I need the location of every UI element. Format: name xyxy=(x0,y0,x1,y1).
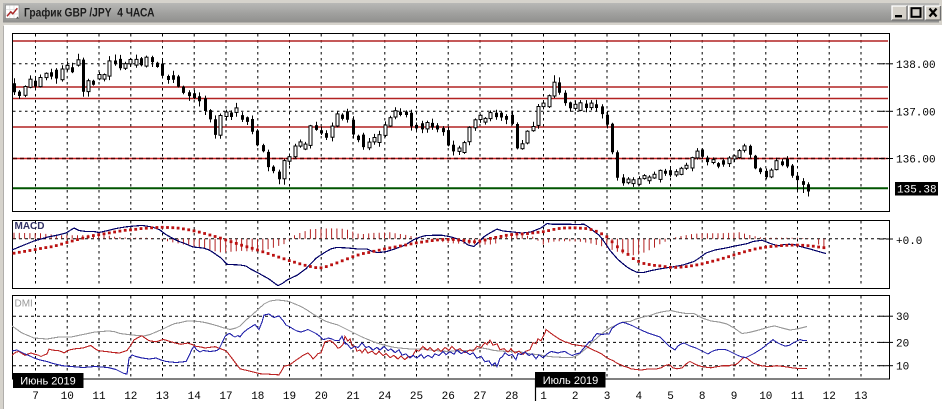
svg-text:26: 26 xyxy=(442,391,455,403)
svg-text:DMI: DMI xyxy=(15,299,33,310)
svg-text:135.38: 135.38 xyxy=(897,185,937,197)
svg-text:17: 17 xyxy=(219,391,232,403)
svg-text:10: 10 xyxy=(896,362,909,374)
svg-text:8: 8 xyxy=(699,391,706,403)
svg-text:Июль 2019: Июль 2019 xyxy=(543,375,599,387)
svg-text:MACD: MACD xyxy=(15,221,45,232)
svg-text:138.00: 138.00 xyxy=(896,60,936,72)
svg-text:18: 18 xyxy=(251,391,264,403)
svg-text:10: 10 xyxy=(61,391,74,403)
svg-text:30: 30 xyxy=(896,312,909,324)
svg-text:3: 3 xyxy=(604,391,611,403)
svg-text:20: 20 xyxy=(896,338,909,350)
svg-text:2: 2 xyxy=(572,391,579,403)
svg-text:График GBP /JPY 4 ЧАСА: График GBP /JPY 4 ЧАСА xyxy=(24,7,155,20)
svg-text:25: 25 xyxy=(410,391,423,403)
svg-text:20: 20 xyxy=(315,391,328,403)
svg-text:21: 21 xyxy=(346,391,360,403)
svg-text:4: 4 xyxy=(635,391,642,403)
svg-text:27: 27 xyxy=(473,391,486,403)
svg-text:137.00: 137.00 xyxy=(896,107,936,119)
svg-text:7: 7 xyxy=(32,391,39,403)
svg-text:24: 24 xyxy=(378,391,392,403)
svg-text:13: 13 xyxy=(854,391,867,403)
svg-text:10: 10 xyxy=(759,391,772,403)
svg-text:1: 1 xyxy=(540,391,547,403)
svg-text:11: 11 xyxy=(791,391,805,403)
svg-text:19: 19 xyxy=(283,391,296,403)
svg-text:28: 28 xyxy=(505,391,518,403)
svg-text:136.00: 136.00 xyxy=(896,155,936,167)
svg-text:5: 5 xyxy=(667,391,674,403)
svg-text:14: 14 xyxy=(188,391,202,403)
svg-text:12: 12 xyxy=(823,391,836,403)
svg-text:12: 12 xyxy=(124,391,137,403)
svg-text:11: 11 xyxy=(92,391,106,403)
svg-text:+0.0: +0.0 xyxy=(896,236,922,248)
svg-text:Июнь 2019: Июнь 2019 xyxy=(20,376,76,388)
svg-text:13: 13 xyxy=(156,391,169,403)
svg-text:9: 9 xyxy=(731,391,738,403)
